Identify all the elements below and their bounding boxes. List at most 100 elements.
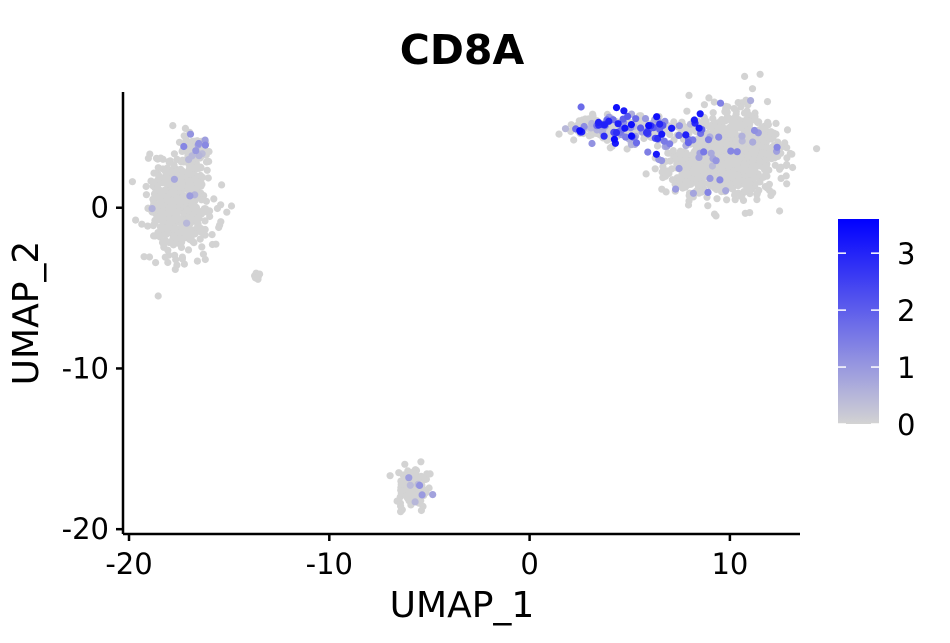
cell-point bbox=[198, 243, 206, 251]
cell-point bbox=[734, 165, 742, 173]
cell-point bbox=[417, 458, 425, 466]
cell-point bbox=[728, 168, 736, 176]
cell-point bbox=[223, 208, 231, 216]
cell-point bbox=[158, 209, 166, 217]
cell-point bbox=[689, 189, 698, 197]
cell-point bbox=[722, 187, 730, 195]
cell-point bbox=[170, 175, 178, 183]
cell-point bbox=[675, 164, 683, 173]
y-tick-label: -10 bbox=[62, 351, 109, 385]
cell-point bbox=[145, 253, 154, 261]
cell-point bbox=[651, 165, 659, 173]
cell-point bbox=[577, 103, 585, 111]
cell-point bbox=[714, 124, 722, 132]
cell-point bbox=[727, 147, 735, 155]
cell-point bbox=[417, 472, 425, 480]
cell-point bbox=[205, 157, 213, 166]
cell-point bbox=[764, 121, 773, 129]
cell-point bbox=[152, 259, 160, 267]
cell-point bbox=[748, 85, 757, 93]
cell-point bbox=[627, 121, 636, 129]
cell-point bbox=[612, 129, 621, 137]
cell-point bbox=[178, 255, 186, 263]
cell-point bbox=[201, 255, 209, 264]
cell-point bbox=[600, 121, 609, 129]
cell-point bbox=[645, 122, 653, 130]
axes: -20 -10 0 10 0 -10 -20 bbox=[62, 92, 800, 581]
cell-point bbox=[156, 173, 164, 181]
cell-point bbox=[620, 107, 628, 115]
colorbar-tick-label: 2 bbox=[897, 294, 915, 328]
cell-point bbox=[185, 180, 194, 188]
cell-point bbox=[570, 136, 578, 144]
cell-point bbox=[190, 185, 199, 193]
cell-point bbox=[138, 220, 146, 228]
cell-point bbox=[201, 217, 209, 225]
cell-point bbox=[132, 216, 140, 224]
cell-point bbox=[148, 205, 156, 213]
cell-point bbox=[401, 460, 409, 468]
cell-point bbox=[192, 147, 200, 155]
cell-point bbox=[682, 151, 691, 159]
cell-point bbox=[749, 138, 757, 146]
cell-point bbox=[154, 292, 162, 300]
cell-point bbox=[174, 207, 182, 216]
colorbar-tick-label: 0 bbox=[897, 408, 915, 442]
cell-point bbox=[763, 184, 771, 192]
y-tick-label: 0 bbox=[91, 191, 109, 225]
cell-point bbox=[191, 230, 199, 238]
cell-point bbox=[165, 238, 173, 246]
cell-point bbox=[764, 134, 773, 142]
cell-point bbox=[782, 172, 790, 180]
cell-point bbox=[776, 207, 784, 215]
cell-point bbox=[165, 158, 173, 166]
cell-point bbox=[150, 178, 158, 186]
cell-point bbox=[720, 139, 728, 147]
cell-point bbox=[203, 166, 211, 174]
cell-point bbox=[722, 170, 730, 178]
cell-point bbox=[177, 228, 185, 236]
cell-point bbox=[658, 157, 666, 165]
y-tick-label: -20 bbox=[62, 512, 109, 546]
cell-point bbox=[736, 124, 744, 132]
cell-point bbox=[429, 491, 437, 499]
x-axis-title: UMAP_1 bbox=[390, 585, 535, 626]
cell-point bbox=[180, 142, 188, 151]
cell-point bbox=[201, 225, 209, 234]
cell-point bbox=[715, 133, 723, 141]
cell-point bbox=[406, 481, 414, 489]
cell-point bbox=[183, 219, 191, 227]
cell-point bbox=[150, 232, 158, 240]
cell-point bbox=[773, 143, 781, 151]
cell-point bbox=[561, 125, 570, 133]
cell-point bbox=[675, 122, 684, 130]
cells-layer bbox=[128, 70, 821, 516]
cell-point bbox=[732, 190, 740, 198]
cell-point bbox=[750, 126, 759, 135]
cell-point bbox=[731, 196, 739, 204]
cell-point bbox=[652, 150, 661, 158]
cell-point bbox=[668, 124, 676, 132]
cell-point bbox=[411, 498, 419, 506]
cell-point bbox=[704, 136, 713, 144]
cell-point bbox=[772, 119, 780, 127]
cell-point bbox=[666, 130, 674, 139]
cell-point bbox=[725, 130, 733, 138]
cell-point bbox=[163, 193, 171, 201]
cell-point bbox=[185, 156, 193, 164]
cell-point bbox=[672, 185, 680, 193]
cell-point bbox=[730, 105, 738, 113]
cell-point bbox=[192, 165, 200, 173]
cell-point bbox=[218, 181, 226, 189]
cell-point bbox=[177, 196, 185, 204]
cell-point bbox=[170, 185, 178, 193]
cell-point bbox=[128, 178, 136, 186]
cell-point bbox=[813, 145, 821, 153]
cell-point bbox=[151, 191, 159, 199]
cell-point bbox=[729, 156, 737, 164]
cell-point bbox=[783, 180, 791, 188]
cell-point bbox=[165, 223, 173, 232]
cell-point bbox=[386, 472, 394, 480]
cell-point bbox=[158, 238, 167, 247]
cell-point bbox=[759, 173, 768, 181]
